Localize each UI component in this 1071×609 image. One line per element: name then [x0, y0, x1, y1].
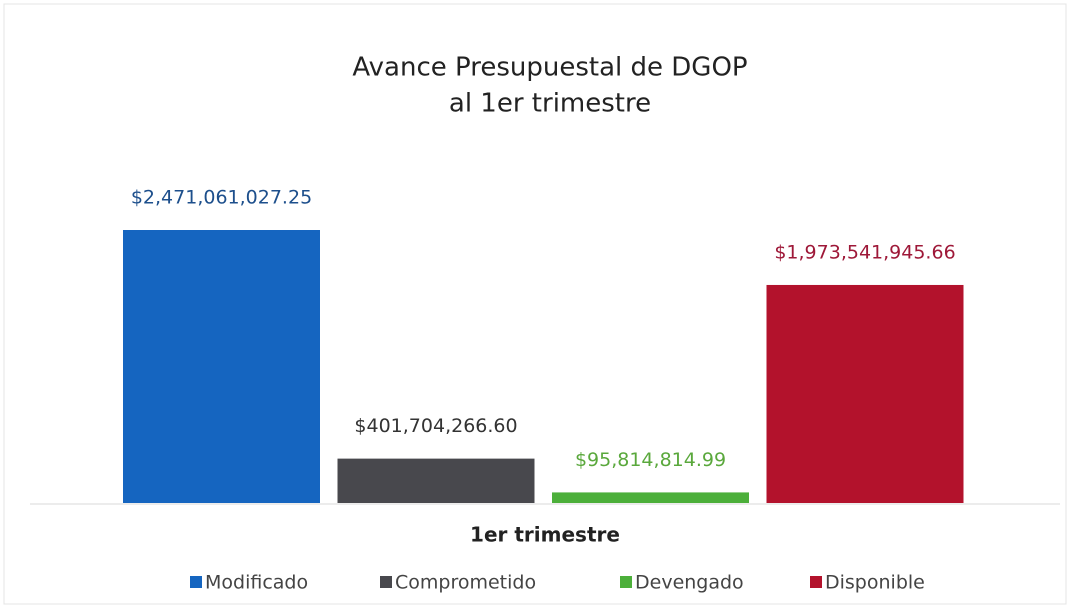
legend-swatch: [380, 576, 392, 588]
legend-label: Devengado: [635, 572, 744, 594]
legend-label: Disponible: [825, 572, 925, 594]
chart-title: Avance Presupuestal de DGOP: [352, 53, 747, 83]
legend-label: Comprometido: [395, 572, 536, 594]
bar: [337, 458, 535, 503]
chart-subtitle: al 1er trimestre: [449, 89, 651, 119]
bar: [766, 284, 964, 503]
legend-swatch: [810, 576, 822, 588]
value-label: $1,973,541,945.66: [774, 241, 955, 263]
value-label: $401,704,266.60: [354, 415, 517, 437]
value-label: $95,814,814.99: [575, 449, 726, 471]
x-tick-label: 1er trimestre: [470, 523, 620, 547]
legend-swatch: [190, 576, 202, 588]
bar: [552, 492, 749, 503]
bar: [123, 230, 320, 503]
legend-label: Modificado: [205, 572, 308, 594]
value-label: $2,471,061,027.25: [131, 187, 312, 209]
legend-swatch: [620, 576, 632, 588]
